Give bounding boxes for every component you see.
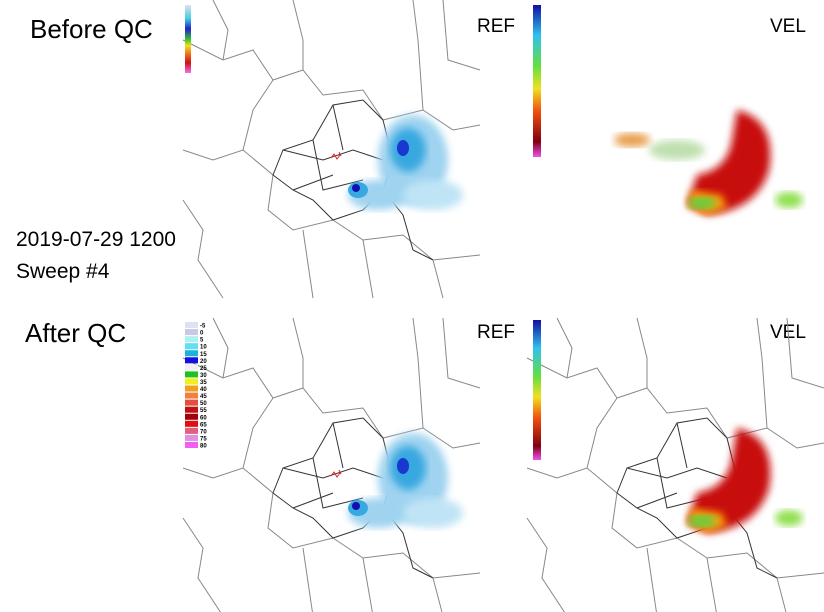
legend-label: 50 <box>200 401 207 407</box>
legend-swatch <box>185 406 198 413</box>
legend-label: 40 <box>200 387 207 393</box>
legend-swatch <box>185 336 198 343</box>
sweep: Sweep #4 <box>16 260 110 283</box>
panel-label: REF <box>477 16 515 37</box>
legend-label: 10 <box>200 345 207 351</box>
panel-label: REF <box>477 322 515 343</box>
legend-label: 65 <box>200 422 207 428</box>
legend-label: 25 <box>200 366 207 372</box>
legend-label: 80 <box>200 444 207 450</box>
title: Before QC <box>30 14 153 44</box>
legend-label: 55 <box>200 408 207 414</box>
title: After QC <box>25 318 127 348</box>
timestamp: 2019-07-29 1200 <box>16 228 176 251</box>
legend-swatch <box>185 434 198 441</box>
legend-swatch <box>185 343 198 350</box>
legend-label: 60 <box>200 415 207 421</box>
legend-swatch <box>185 350 198 357</box>
legend-swatch <box>185 329 198 336</box>
legend-swatch <box>185 413 198 420</box>
legend-swatch <box>185 322 198 329</box>
legend-swatch <box>185 420 198 427</box>
legend-swatch <box>185 364 198 371</box>
legend-swatch <box>185 427 198 434</box>
legend-swatch <box>185 371 198 378</box>
legend-swatch <box>185 385 198 392</box>
legend-swatch <box>185 392 198 399</box>
legend-swatch <box>185 399 198 406</box>
legend-label: 70 <box>200 429 207 435</box>
legend-swatch <box>185 378 198 385</box>
legend-label: -5 <box>200 324 206 330</box>
legend-swatch <box>185 357 198 364</box>
legend-swatch <box>185 441 198 448</box>
legend-label: 45 <box>200 394 207 400</box>
legend-label: 75 <box>200 436 207 442</box>
legend-label: 0 <box>200 331 204 337</box>
legend-label: 35 <box>200 380 207 386</box>
legend-label: 5 <box>200 338 204 344</box>
legend-label: 30 <box>200 373 207 379</box>
legend-label: 15 <box>200 352 207 358</box>
legend-label: 20 <box>200 359 207 365</box>
panel-label: VEL <box>770 16 806 37</box>
